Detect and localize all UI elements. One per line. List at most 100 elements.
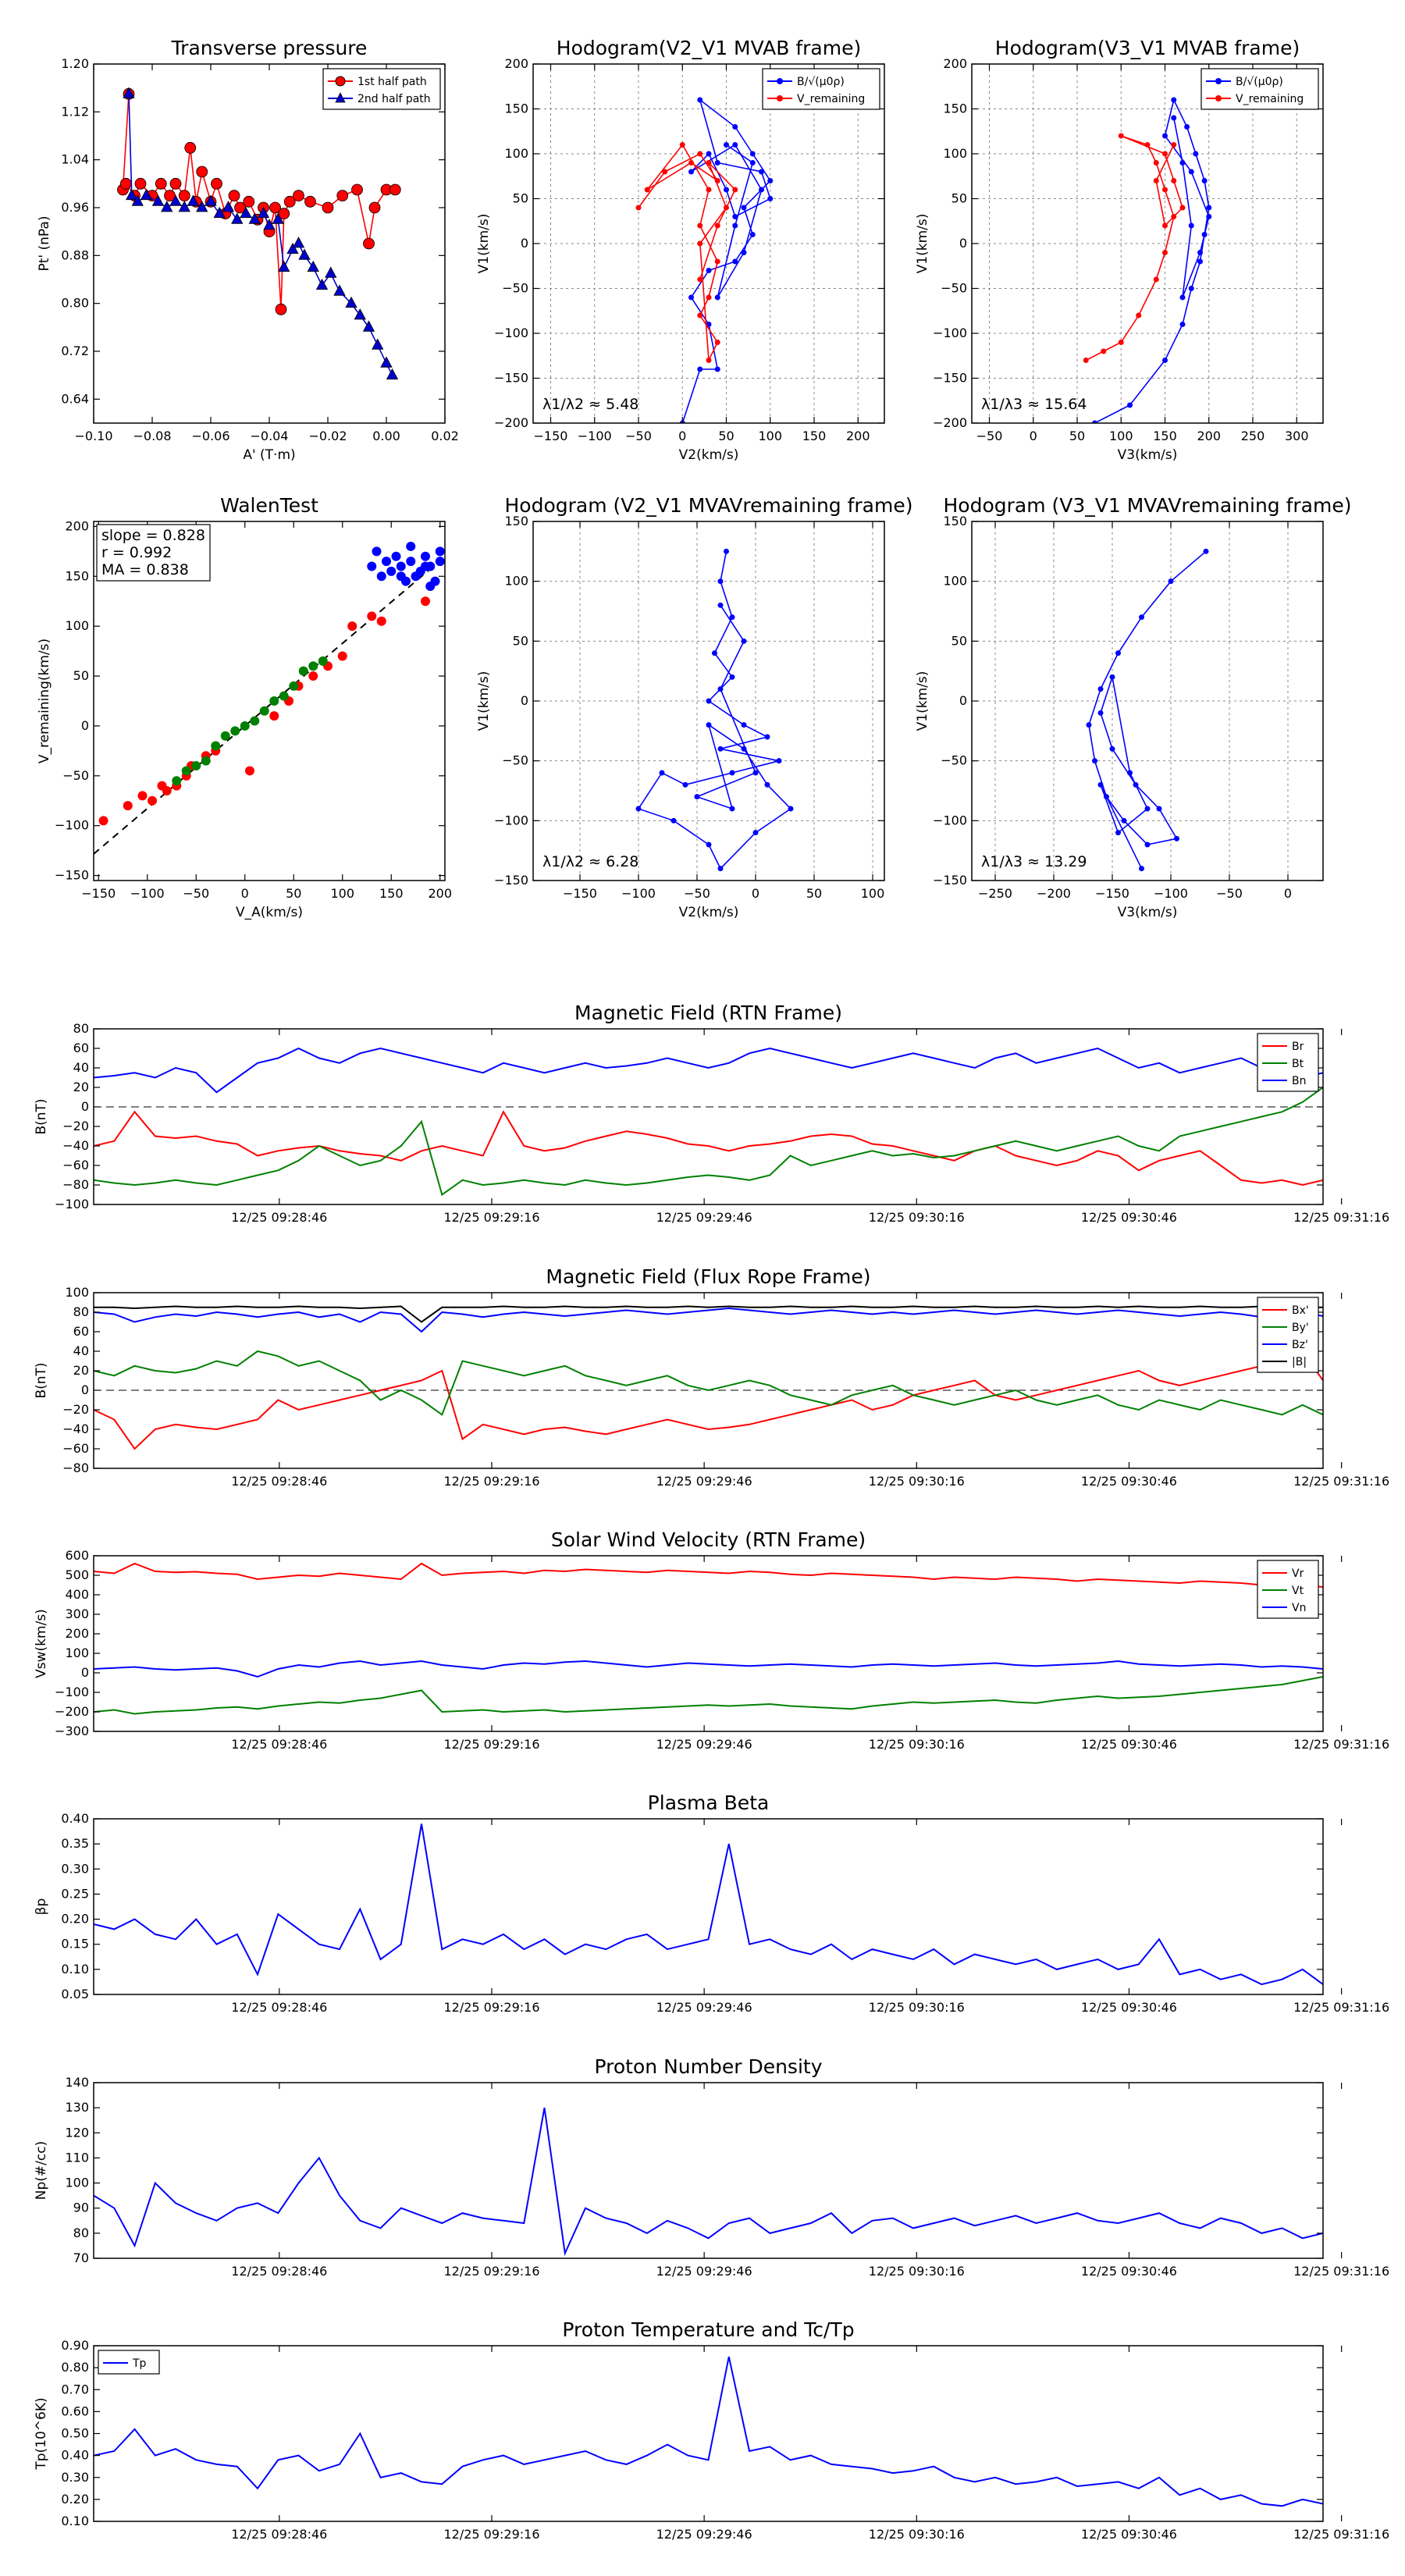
data-point <box>347 621 357 632</box>
x-tick-label: 12/25 09:28:46 <box>231 2264 327 2279</box>
x-tick-label: −250 <box>978 886 1012 901</box>
legend-label: Vt <box>1292 1585 1304 1597</box>
data-point <box>211 741 221 751</box>
series-line-|B| <box>94 1305 1323 1323</box>
x-tick-label: −0.08 <box>133 429 171 443</box>
data-point <box>717 686 724 692</box>
y-tick-label: −100 <box>933 326 967 340</box>
data-point <box>283 195 296 208</box>
x-tick-label: 12/25 09:28:46 <box>231 2527 327 2542</box>
series-line-Np <box>94 2107 1323 2257</box>
x-tick-label: −100 <box>578 429 612 443</box>
data-point <box>1083 358 1089 363</box>
plot-frame <box>93 1028 1324 1205</box>
x-tick-label: −50 <box>183 886 209 901</box>
data-point <box>729 674 735 680</box>
x-tick-label: 12/25 09:29:16 <box>443 1210 539 1225</box>
y-tick-label: 60 <box>73 1324 89 1339</box>
data-point <box>308 661 318 671</box>
data-point <box>1153 160 1159 165</box>
y-tick-label: 100 <box>504 146 528 161</box>
data-point <box>732 214 738 219</box>
legend-label: B/√(μ0ρ) <box>1236 76 1283 88</box>
data-point <box>421 551 430 561</box>
data-point <box>119 177 132 190</box>
y-tick-label: 150 <box>504 514 528 528</box>
data-point <box>322 201 334 214</box>
series-line-Bt <box>94 1087 1323 1197</box>
data-point <box>382 557 391 567</box>
data-point <box>286 242 299 254</box>
y-tick-label: 100 <box>65 1646 89 1660</box>
data-point <box>231 212 244 224</box>
x-tick-label: 12/25 09:29:46 <box>656 1474 752 1489</box>
y-tick-label: −100 <box>494 813 528 827</box>
data-point <box>741 722 747 728</box>
x-tick-label: 12/25 09:29:46 <box>656 2000 752 2015</box>
data-point <box>1153 178 1159 183</box>
plot-area <box>1083 97 1212 423</box>
x-tick-label: 12/25 09:29:16 <box>443 1474 539 1489</box>
y-tick-label: 0 <box>81 1099 89 1114</box>
y-axis-label: B(nT) <box>34 1362 49 1398</box>
y-axis-label: Vsw(km/s) <box>34 1609 49 1678</box>
data-point <box>741 250 747 255</box>
data-point <box>697 97 703 103</box>
y-tick-label: 150 <box>504 101 528 116</box>
y-tick-label: 400 <box>65 1587 89 1602</box>
chart-ts5: 70 80 90 100 110 120 130 140 12/25 09:28:46 12/25… <box>34 2055 1389 2279</box>
stats-line: r = 0.992 <box>101 544 172 561</box>
y-tick-label: 0.10 <box>61 2514 89 2528</box>
data-point <box>1162 133 1168 139</box>
x-tick-label: 150 <box>379 886 404 901</box>
series-line-Bx' <box>94 1350 1323 1450</box>
x-tick-label: 12/25 09:29:16 <box>443 2527 539 2542</box>
y-tick-label: 1.20 <box>61 56 89 71</box>
data-point <box>1171 97 1177 103</box>
data-point <box>1115 830 1121 836</box>
legend-label: By' <box>1292 1322 1309 1334</box>
x-axis-label: V3(km/s) <box>1118 447 1178 463</box>
x-tick-label: 12/25 09:29:16 <box>443 2000 539 2015</box>
data-point <box>376 571 386 582</box>
data-point <box>662 169 668 175</box>
y-tick-label: 0.60 <box>61 2403 89 2418</box>
x-tick-label: 12/25 09:31:16 <box>1293 1474 1389 1489</box>
y-tick-label: 100 <box>504 574 528 589</box>
data-point <box>292 237 305 248</box>
x-tick-label: 12/25 09:30:16 <box>869 1474 965 1489</box>
data-point <box>123 801 133 811</box>
ratio-annotation: λ1/λ3 ≈ 15.64 <box>981 396 1087 413</box>
x-tick-label: 12/25 09:31:16 <box>1293 2264 1389 2279</box>
y-tick-label: −150 <box>494 873 528 888</box>
y-axis-label: V1(km/s) <box>476 214 492 274</box>
data-point <box>1201 232 1208 237</box>
data-point <box>372 338 384 350</box>
y-tick-label: 120 <box>65 2125 89 2140</box>
figure-root: 0.64 0.72 0.80 0.88 0.96 1.04 1.12 1.20 −0.10 −0.… <box>34 37 1389 2542</box>
x-tick-label: 12/25 09:29:46 <box>656 2264 752 2279</box>
y-tick-label: −100 <box>55 1197 89 1212</box>
data-point <box>1153 276 1159 283</box>
legend-label: Br <box>1292 1041 1304 1053</box>
data-point <box>269 711 279 721</box>
data-point <box>240 720 250 731</box>
data-point <box>1206 205 1212 211</box>
data-point <box>169 177 182 190</box>
x-tick-label: −150 <box>534 429 568 443</box>
data-point <box>298 248 311 260</box>
series-line-By' <box>94 1350 1323 1416</box>
y-tick-label: 0.96 <box>61 200 89 215</box>
data-point <box>764 734 770 740</box>
y-tick-label: 150 <box>943 514 967 528</box>
y-tick-label: −40 <box>62 1421 89 1436</box>
y-tick-label: 0.90 <box>61 2338 89 2353</box>
data-point <box>635 806 642 812</box>
chart-p1: 0.64 0.72 0.80 0.88 0.96 1.04 1.12 1.20 −0.10 −0.… <box>37 37 459 463</box>
data-point <box>345 296 357 308</box>
data-point <box>126 188 138 201</box>
x-tick-label: 50 <box>718 429 734 443</box>
data-point <box>688 160 694 165</box>
y-tick-label: 200 <box>65 518 89 533</box>
legend-label: Vr <box>1292 1567 1304 1580</box>
